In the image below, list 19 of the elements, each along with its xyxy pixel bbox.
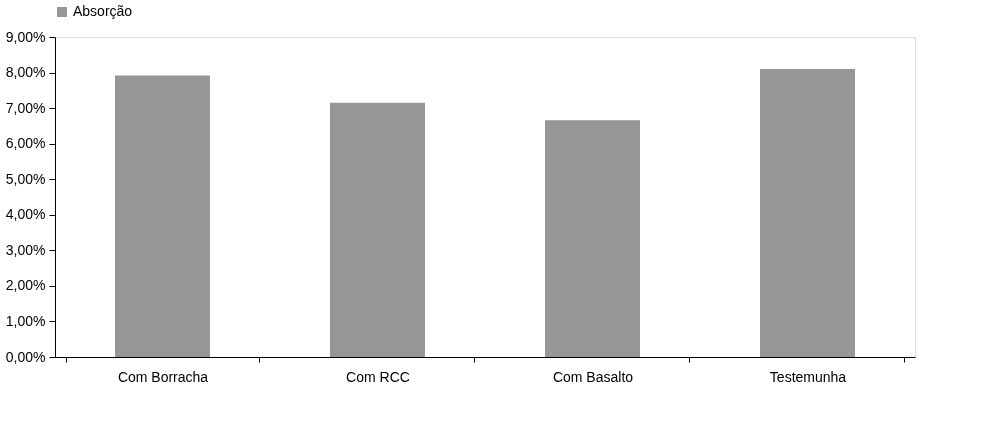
bar <box>760 69 855 357</box>
y-tick-label: 4,00% <box>5 206 46 223</box>
x-tick-label: Testemunha <box>769 368 847 385</box>
y-tick-label: 5,00% <box>5 170 46 187</box>
x-tick-label: Com Basalto <box>552 368 634 385</box>
y-tick-label: 8,00% <box>5 64 46 81</box>
y-tick-label: 3,00% <box>5 241 46 258</box>
bar <box>115 75 210 357</box>
y-tick-label: 9,00% <box>5 28 46 45</box>
x-tick-label: Com Borracha <box>117 368 209 385</box>
y-tick-label: 7,00% <box>5 99 46 116</box>
y-tick-label: 1,00% <box>5 312 46 329</box>
y-tick-label: 2,00% <box>5 277 46 294</box>
legend-label: Absorção <box>73 3 133 19</box>
y-tick-label: 0,00% <box>5 348 46 365</box>
y-tick-label: 6,00% <box>5 135 46 152</box>
bar <box>545 120 640 357</box>
x-tick-label: Com RCC <box>346 368 410 385</box>
bar <box>330 102 425 357</box>
